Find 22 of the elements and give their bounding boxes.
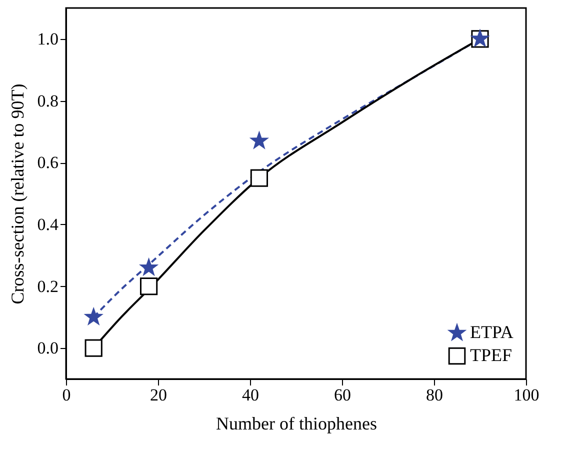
x-tick-label: 0	[62, 386, 71, 404]
point	[250, 132, 268, 148]
legend-label: TPEF	[470, 345, 512, 365]
y-tick-label: 1.0	[37, 29, 58, 48]
x-tick-label: 60	[334, 386, 351, 404]
x-tick-label: 20	[150, 386, 167, 404]
y-axis-title: Cross-section (relative to 90T)	[7, 84, 28, 304]
point	[84, 339, 102, 357]
x-tick-label: 80	[426, 386, 443, 404]
x-tick-label: 100	[514, 386, 540, 404]
y-tick-label: 0.4	[37, 214, 59, 234]
point	[85, 308, 102, 324]
point	[140, 258, 158, 275]
y-tick-label: 0.0	[37, 338, 58, 358]
point	[250, 169, 268, 187]
y-tick-label: 0.8	[37, 91, 58, 110]
y-tick-label: 0.6	[37, 153, 58, 172]
legend-label: ETPA	[470, 322, 514, 342]
y-tick-label: 0.2	[37, 276, 58, 296]
x-axis-title: Number of thiophenes	[216, 414, 377, 434]
point	[140, 277, 158, 296]
x-tick-label: 40	[242, 386, 259, 404]
